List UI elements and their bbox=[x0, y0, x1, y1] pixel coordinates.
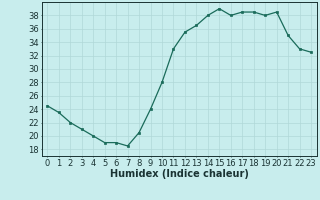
X-axis label: Humidex (Indice chaleur): Humidex (Indice chaleur) bbox=[110, 169, 249, 179]
